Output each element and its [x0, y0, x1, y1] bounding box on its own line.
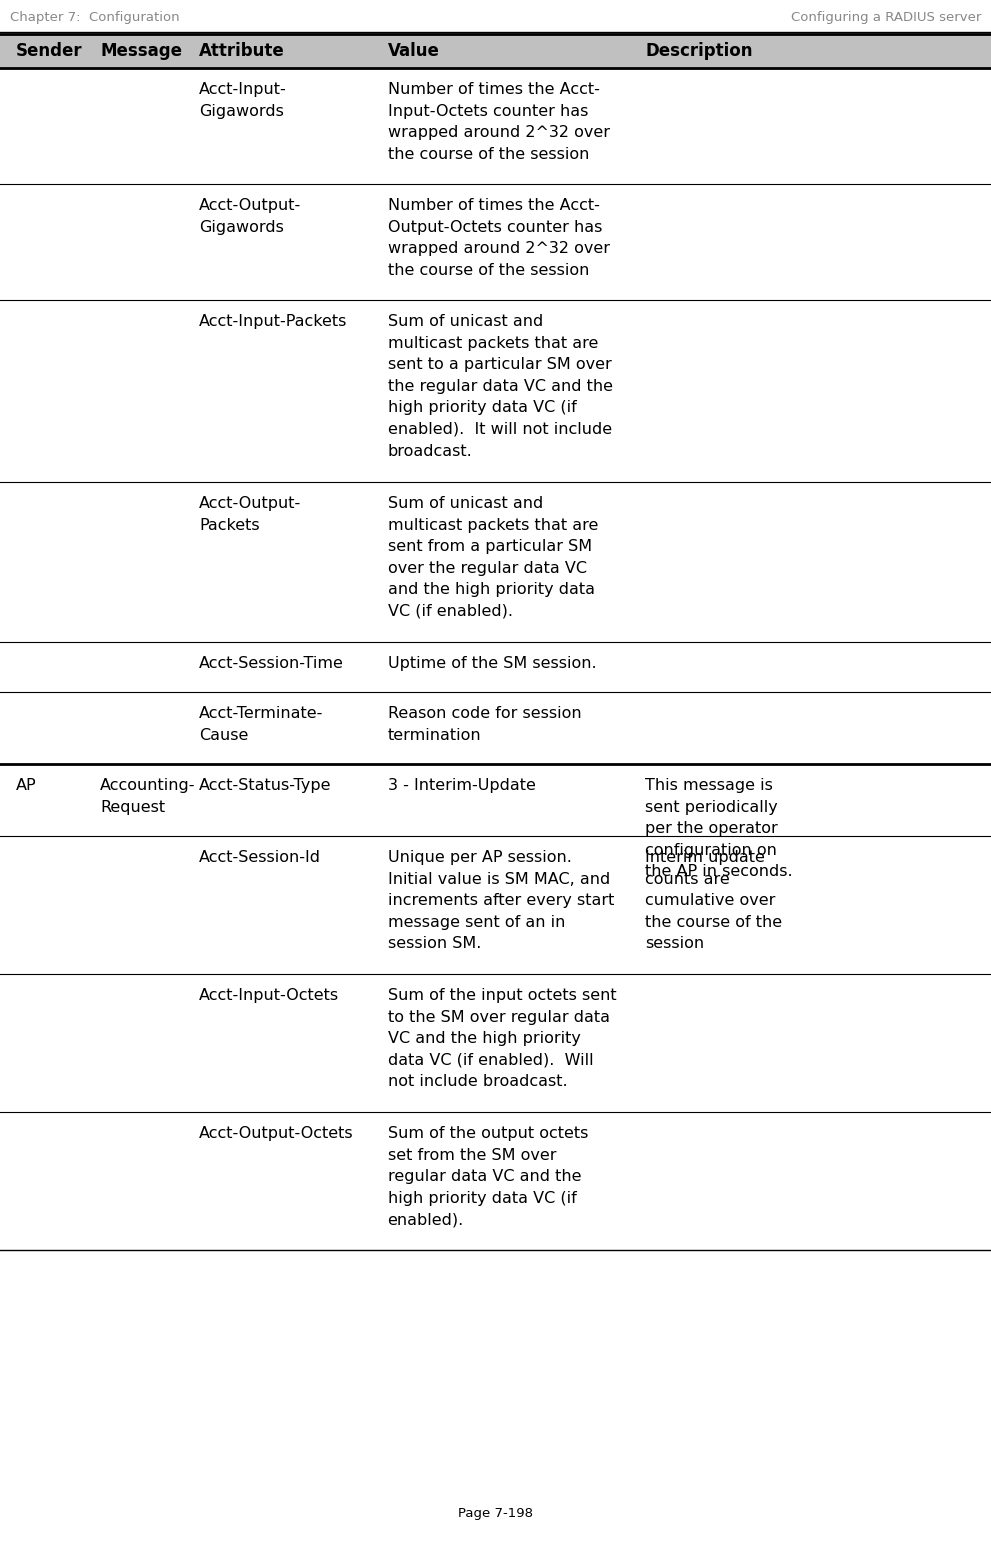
Text: Sum of the output octets
set from the SM over
regular data VC and the
high prior: Sum of the output octets set from the SM… — [387, 1127, 588, 1228]
Text: Uptime of the SM session.: Uptime of the SM session. — [387, 656, 597, 671]
Bar — [0, 34, 991, 68]
Text: Attribute: Attribute — [199, 42, 285, 61]
Text: Acct-Session-Id: Acct-Session-Id — [199, 850, 321, 866]
Text: Sender: Sender — [16, 42, 82, 61]
Text: Value: Value — [387, 42, 439, 61]
Text: Chapter 7:  Configuration: Chapter 7: Configuration — [10, 11, 179, 23]
Text: Acct-Input-Packets: Acct-Input-Packets — [199, 314, 348, 329]
Text: 3 - Interim-Update: 3 - Interim-Update — [387, 779, 535, 793]
Text: Acct-Terminate-
Cause: Acct-Terminate- Cause — [199, 706, 324, 743]
Text: This message is
sent periodically
per the operator
configuration on
the AP in se: This message is sent periodically per th… — [645, 779, 793, 880]
Text: Number of times the Acct-
Input-Octets counter has
wrapped around 2^32 over
the : Number of times the Acct- Input-Octets c… — [387, 82, 609, 162]
Text: Acct-Output-Octets: Acct-Output-Octets — [199, 1127, 354, 1141]
Text: Page 7-198: Page 7-198 — [458, 1507, 533, 1520]
Text: Message: Message — [100, 42, 182, 61]
Text: Description: Description — [645, 42, 753, 61]
Text: Acct-Output-
Packets: Acct-Output- Packets — [199, 496, 301, 533]
Text: Acct-Status-Type: Acct-Status-Type — [199, 779, 332, 793]
Text: Number of times the Acct-
Output-Octets counter has
wrapped around 2^32 over
the: Number of times the Acct- Output-Octets … — [387, 197, 609, 278]
Text: Acct-Input-
Gigawords: Acct-Input- Gigawords — [199, 82, 287, 118]
Text: Acct-Output-
Gigawords: Acct-Output- Gigawords — [199, 197, 301, 235]
Text: Interim update
counts are
cumulative over
the course of the
session: Interim update counts are cumulative ove… — [645, 850, 782, 951]
Text: Reason code for session
termination: Reason code for session termination — [387, 706, 581, 743]
Text: Accounting-
Request: Accounting- Request — [100, 779, 195, 814]
Text: Sum of the input octets sent
to the SM over regular data
VC and the high priorit: Sum of the input octets sent to the SM o… — [387, 988, 616, 1089]
Text: Sum of unicast and
multicast packets that are
sent from a particular SM
over the: Sum of unicast and multicast packets tha… — [387, 496, 598, 618]
Text: Acct-Input-Octets: Acct-Input-Octets — [199, 988, 339, 1002]
Text: Acct-Session-Time: Acct-Session-Time — [199, 656, 344, 671]
Text: Sum of unicast and
multicast packets that are
sent to a particular SM over
the r: Sum of unicast and multicast packets tha… — [387, 314, 612, 458]
Text: Unique per AP session.
Initial value is SM MAC, and
increments after every start: Unique per AP session. Initial value is … — [387, 850, 613, 951]
Text: Configuring a RADIUS server: Configuring a RADIUS server — [791, 11, 981, 23]
Text: AP: AP — [16, 779, 37, 793]
